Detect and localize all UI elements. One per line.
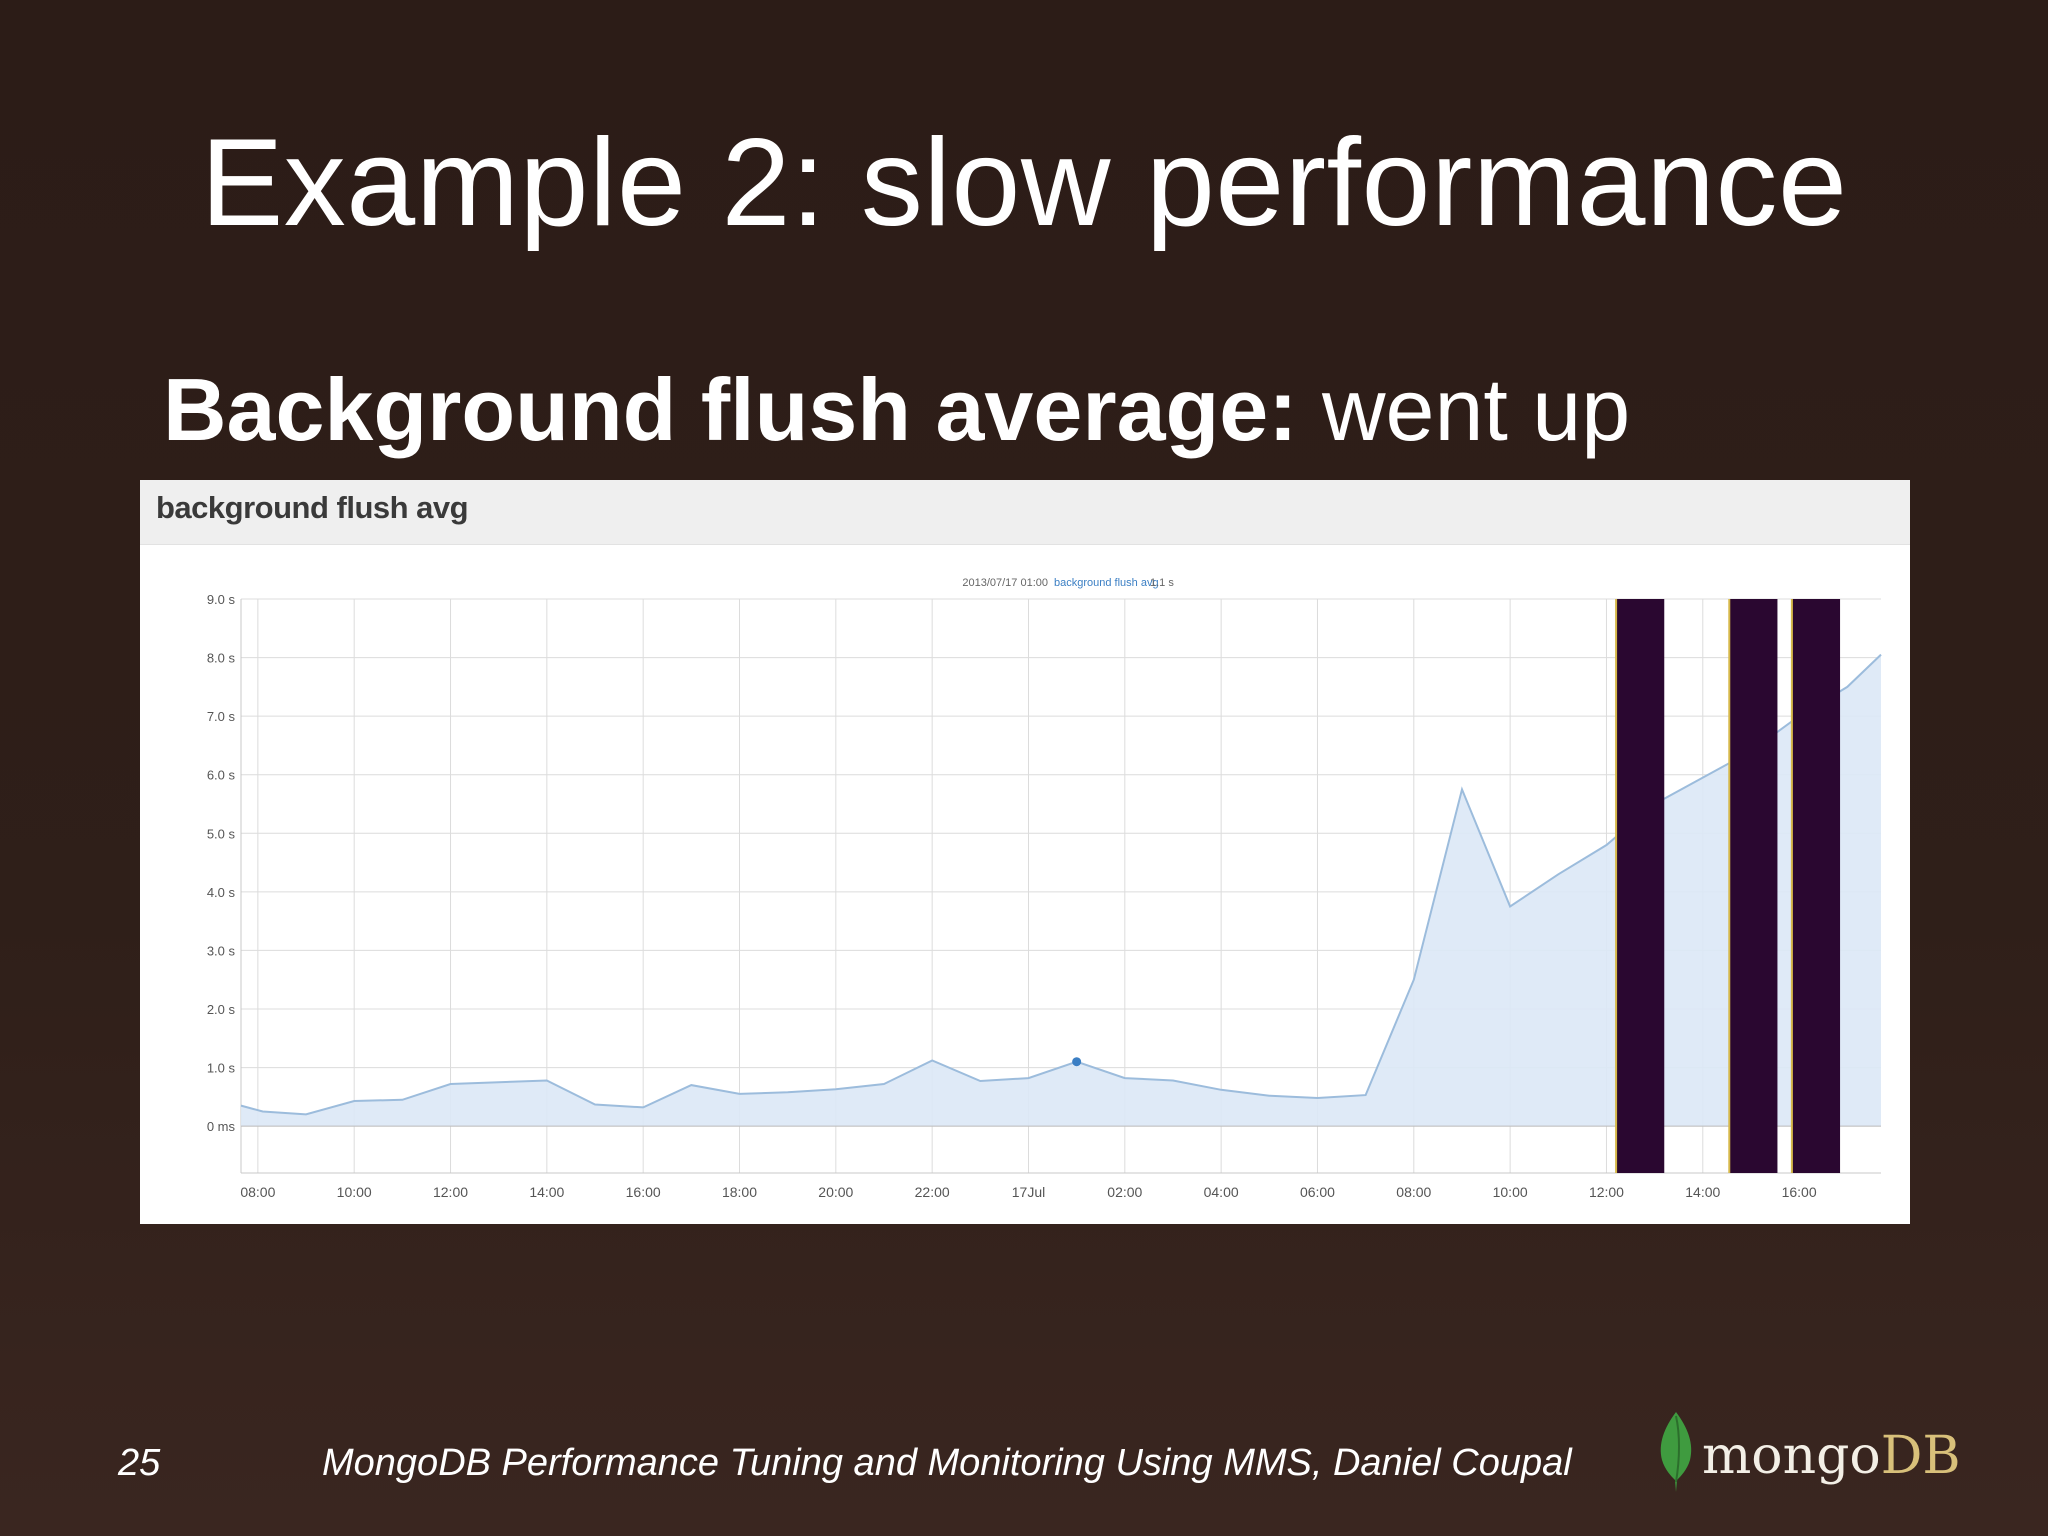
x-tick-label: 08:00 <box>1396 1184 1431 1200</box>
y-tick-label: 6.0 s <box>207 768 236 783</box>
x-tick-label: 02:00 <box>1107 1184 1142 1200</box>
y-tick-label: 2.0 s <box>207 1002 236 1017</box>
logo-db: DB <box>1880 1426 1961 1486</box>
series-line <box>240 653 1882 1116</box>
y-tick-label: 0 ms <box>207 1119 236 1134</box>
overlay-bar <box>1791 599 1841 1173</box>
subtitle-bold: Background flush average: <box>163 360 1298 459</box>
x-tick-label: 14:00 <box>529 1184 564 1200</box>
x-tick-label: 22:00 <box>915 1184 950 1200</box>
x-tick-label: 12:00 <box>1589 1184 1624 1200</box>
mongodb-leaf-icon <box>1660 1412 1692 1492</box>
x-tick-label: 20:00 <box>818 1184 853 1200</box>
highlight-marker <box>1072 1057 1082 1067</box>
overlay-bar <box>1616 599 1665 1173</box>
chart-panel-header: background flush avg <box>140 480 1910 545</box>
slide-subtitle: Background flush average: went up <box>163 360 1630 460</box>
x-tick-label: 16:00 <box>626 1184 661 1200</box>
x-tick-label: 06:00 <box>1300 1184 1335 1200</box>
y-tick-label: 7.0 s <box>207 709 236 724</box>
x-tick-label: 04:00 <box>1204 1184 1239 1200</box>
x-tick-label: 17Jul <box>1012 1184 1045 1200</box>
subtitle-rest: went up <box>1297 360 1631 459</box>
x-tick-label: 14:00 <box>1685 1184 1720 1200</box>
x-tick-label: 10:00 <box>1493 1184 1528 1200</box>
y-tick-label: 1.0 s <box>207 1061 236 1076</box>
mongodb-logo: mongoDB <box>1702 1426 1961 1486</box>
slide-title: Example 2: slow performance <box>200 114 1848 252</box>
logo-mongo: mongo <box>1702 1426 1881 1486</box>
y-tick-label: 9.0 s <box>207 592 236 607</box>
footer-text: MongoDB Performance Tuning and Monitorin… <box>322 1442 1572 1484</box>
series-area <box>241 654 1881 1127</box>
tooltip-series: background flush avg <box>1054 577 1159 589</box>
tooltip-value: 1.1 s <box>1150 577 1174 589</box>
x-tick-label: 18:00 <box>722 1184 757 1200</box>
page-number: 25 <box>118 1442 161 1484</box>
y-tick-label: 5.0 s <box>207 826 236 841</box>
x-tick-label: 10:00 <box>337 1184 372 1200</box>
tooltip-time: 2013/07/17 01:00 <box>962 577 1048 589</box>
chart-panel: background flush avg 2013/07/17 01:00 ba… <box>140 480 1910 1224</box>
y-tick-label: 8.0 s <box>207 651 236 666</box>
chart-title: background flush avg <box>156 490 469 525</box>
background-flush-chart[interactable]: 2013/07/17 01:00 background flush avg 1.… <box>140 480 1910 1224</box>
x-tick-label: 08:00 <box>240 1184 275 1200</box>
y-tick-label: 3.0 s <box>207 943 236 958</box>
x-tick-label: 12:00 <box>433 1184 468 1200</box>
x-tick-label: 16:00 <box>1782 1184 1817 1200</box>
y-tick-label: 4.0 s <box>207 885 236 900</box>
overlay-bar <box>1729 599 1778 1173</box>
